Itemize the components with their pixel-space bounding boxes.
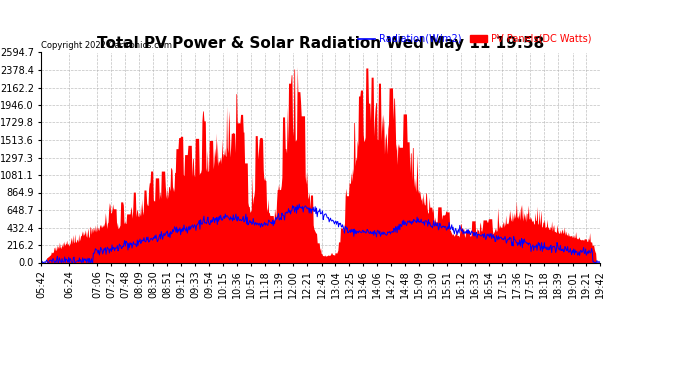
Title: Total PV Power & Solar Radiation Wed May 11 19:58: Total PV Power & Solar Radiation Wed May… <box>97 36 544 51</box>
Text: Copyright 2022 Cartronics.com: Copyright 2022 Cartronics.com <box>41 41 172 50</box>
Legend: Radiation(W/m2), PV Panels(DC Watts): Radiation(W/m2), PV Panels(DC Watts) <box>354 30 595 48</box>
